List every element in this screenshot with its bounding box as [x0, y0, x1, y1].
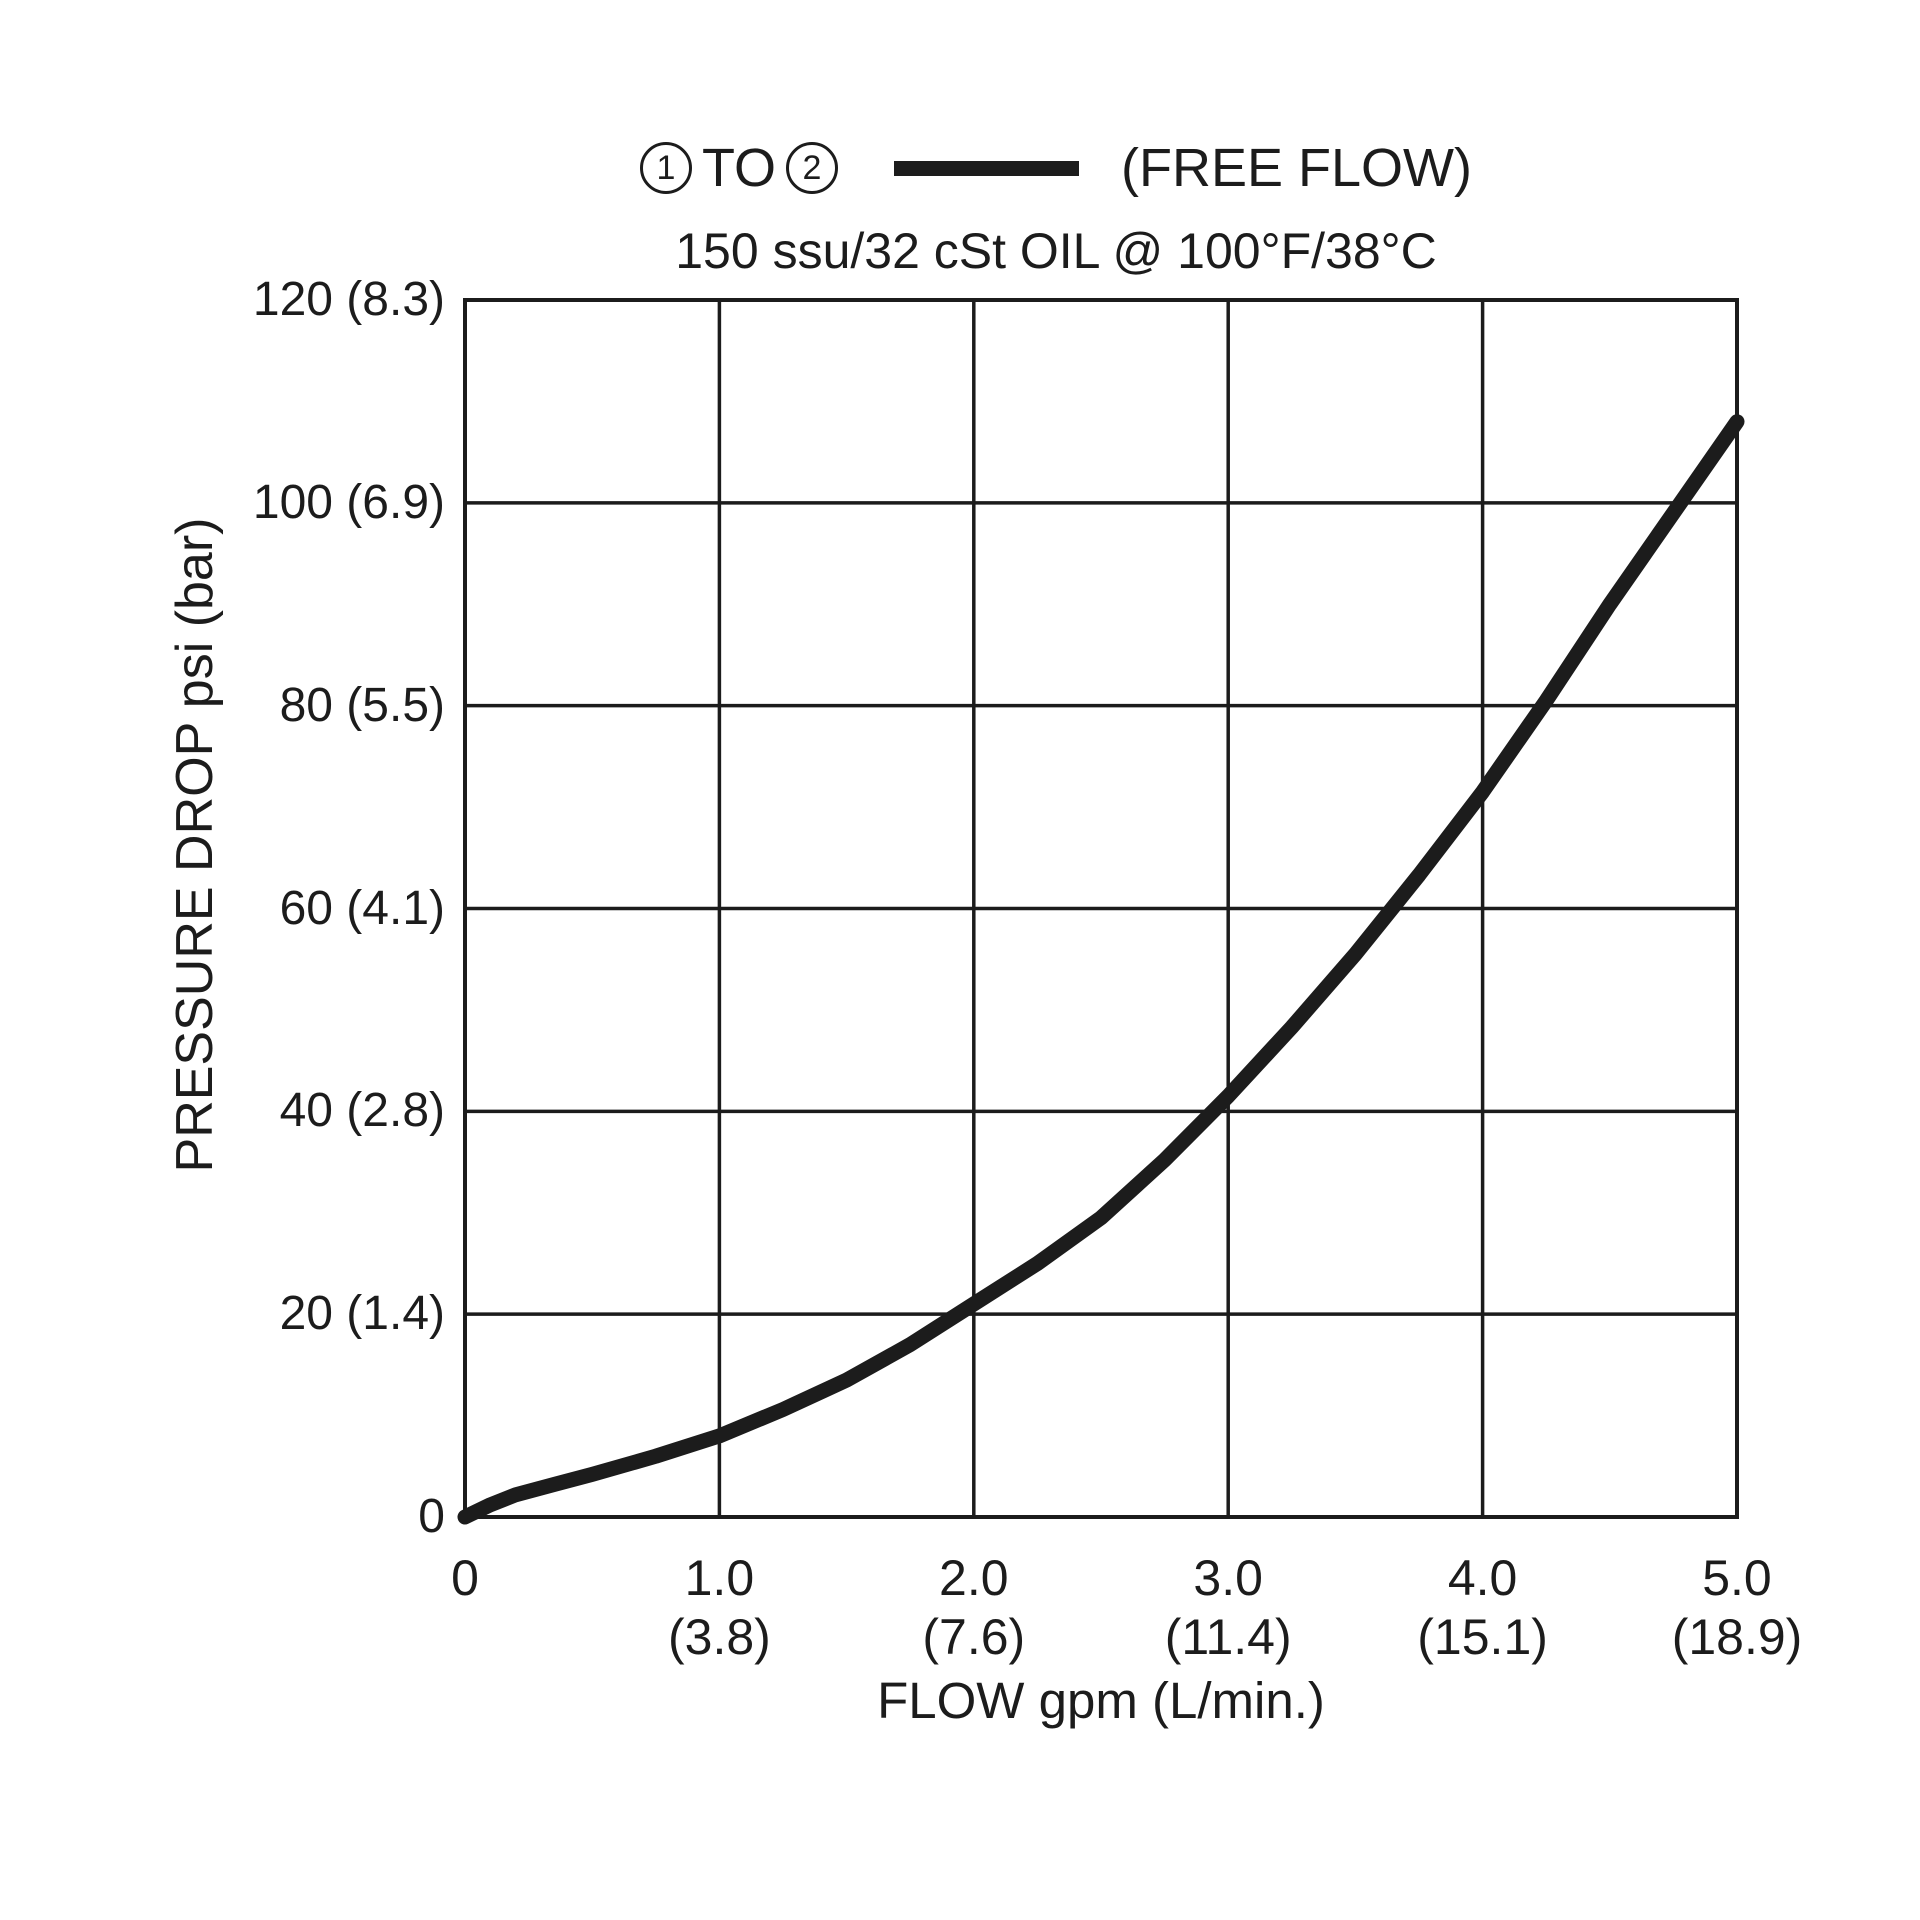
legend-series-label: (FREE FLOW) — [1121, 138, 1472, 198]
legend-connector-text: TO — [702, 138, 777, 198]
x-tick-label: 1.0 — [684, 1550, 755, 1606]
x-tick-sublabel: (7.6) — [922, 1609, 1026, 1665]
port-1-number: 1 — [656, 149, 676, 187]
port-1-icon: 1 — [640, 142, 692, 194]
free-flow-curve — [457, 414, 1745, 1525]
x-tick-label: 3.0 — [1193, 1550, 1263, 1606]
x-tick-label: 5.0 — [1702, 1550, 1772, 1606]
x-tick-sublabel: (18.9) — [1671, 1609, 1803, 1665]
x-tick-label: 4.0 — [1447, 1550, 1518, 1606]
port-2-icon: 2 — [786, 142, 839, 194]
chart-legend: 1 TO 2 (FREE FLOW) — [420, 136, 1692, 200]
x-tick-sublabel: (3.8) — [667, 1609, 771, 1665]
y-tick-label: 120 (8.3) — [252, 273, 445, 326]
chart-subtitle: 150 ssu/32 cSt OIL @ 100°F/38°C — [675, 223, 1437, 279]
x-tick-sublabel: (11.4) — [1164, 1609, 1292, 1665]
port-2-number: 2 — [802, 149, 822, 187]
x-axis-title: FLOW gpm (L/min.) — [877, 1672, 1325, 1729]
x-tick-sublabel: (15.1) — [1417, 1609, 1548, 1665]
y-tick-label: 40 (2.8) — [279, 1084, 445, 1138]
plot-border — [463, 298, 1739, 1519]
x-tick-label: 0 — [451, 1550, 479, 1606]
y-tick-label: 80 (5.5) — [279, 678, 445, 732]
y-tick-label: 60 (4.1) — [279, 881, 445, 935]
legend-line-swatch — [894, 160, 1080, 176]
x-tick-label: 2.0 — [939, 1550, 1009, 1606]
y-tick-label: 100 (6.9) — [252, 475, 445, 529]
y-tick-label: 20 (1.4) — [279, 1287, 445, 1341]
y-tick-label: 0 — [418, 1490, 445, 1543]
